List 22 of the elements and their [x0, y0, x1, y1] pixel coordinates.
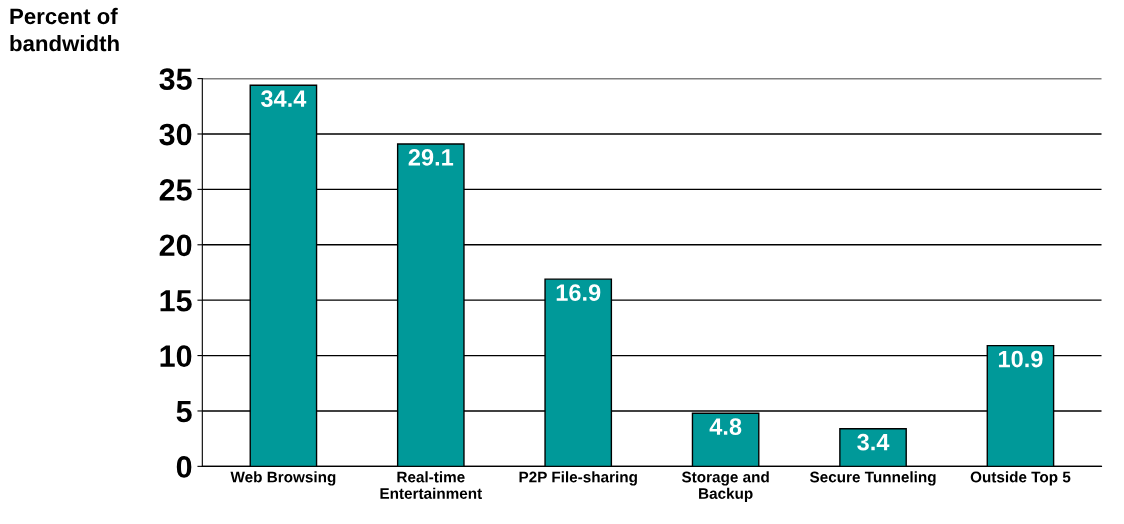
y-tick-label: 20	[159, 234, 192, 257]
y-tick-label: 0	[176, 456, 192, 478]
data-label: 10.9	[998, 350, 1043, 368]
data-label: 3.4	[857, 433, 890, 451]
x-tick-label: Web Browsing	[230, 471, 336, 486]
x-tick-label: Outside Top 5	[970, 471, 1071, 486]
x-tick-label: Secure Tunneling	[809, 471, 936, 486]
data-label: 34.4	[260, 90, 307, 108]
y-tick-label: 30	[159, 123, 192, 146]
y-axis-title: Percent of bandwidth	[10, 7, 119, 52]
data-label: 29.1	[408, 149, 454, 166]
y-tick-label: 5	[176, 401, 192, 423]
data-label: 4.8	[709, 418, 742, 435]
bar	[839, 427, 907, 467]
y-tick-label: 10	[160, 345, 192, 367]
x-tick-label: Real-time Entertainment	[380, 471, 482, 499]
data-label: 16.9	[556, 284, 601, 301]
y-tick-label: 25	[159, 179, 192, 201]
x-tick-label: P2P File-sharing	[519, 471, 637, 486]
y-tick-label: 15	[160, 290, 192, 312]
x-tick-label: Storage and Backup	[681, 471, 769, 502]
y-tick-label: 35	[159, 68, 192, 91]
